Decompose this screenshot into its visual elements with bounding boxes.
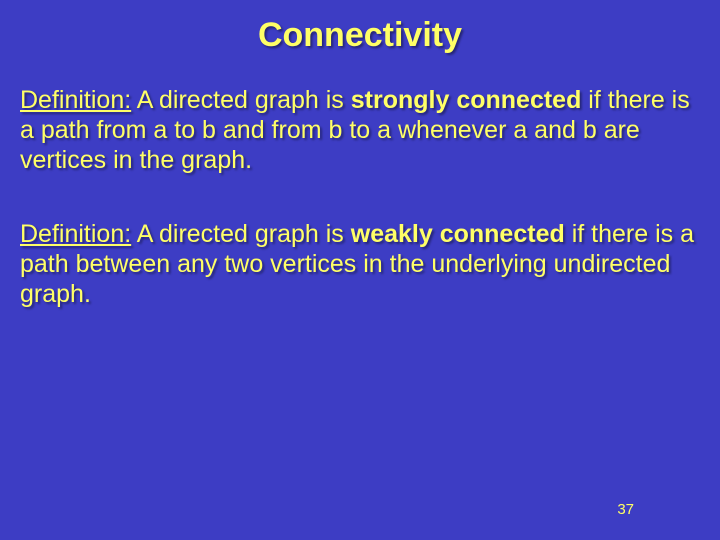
definition-1: Definition: A directed graph is strongly… [20,85,700,175]
definition-label-1: Definition: [20,86,131,114]
slide-title: Connectivity [0,0,720,55]
definition-label-2: Definition: [20,220,131,248]
def1-pre: A directed graph is [131,86,351,114]
def1-term: strongly connected [351,86,582,114]
slide-body: Definition: A directed graph is strongly… [0,55,720,309]
page-number: 37 [617,501,634,518]
definition-2: Definition: A directed graph is weakly c… [20,219,700,309]
def2-pre: A directed graph is [131,220,351,248]
def2-term: weakly connected [351,220,565,248]
